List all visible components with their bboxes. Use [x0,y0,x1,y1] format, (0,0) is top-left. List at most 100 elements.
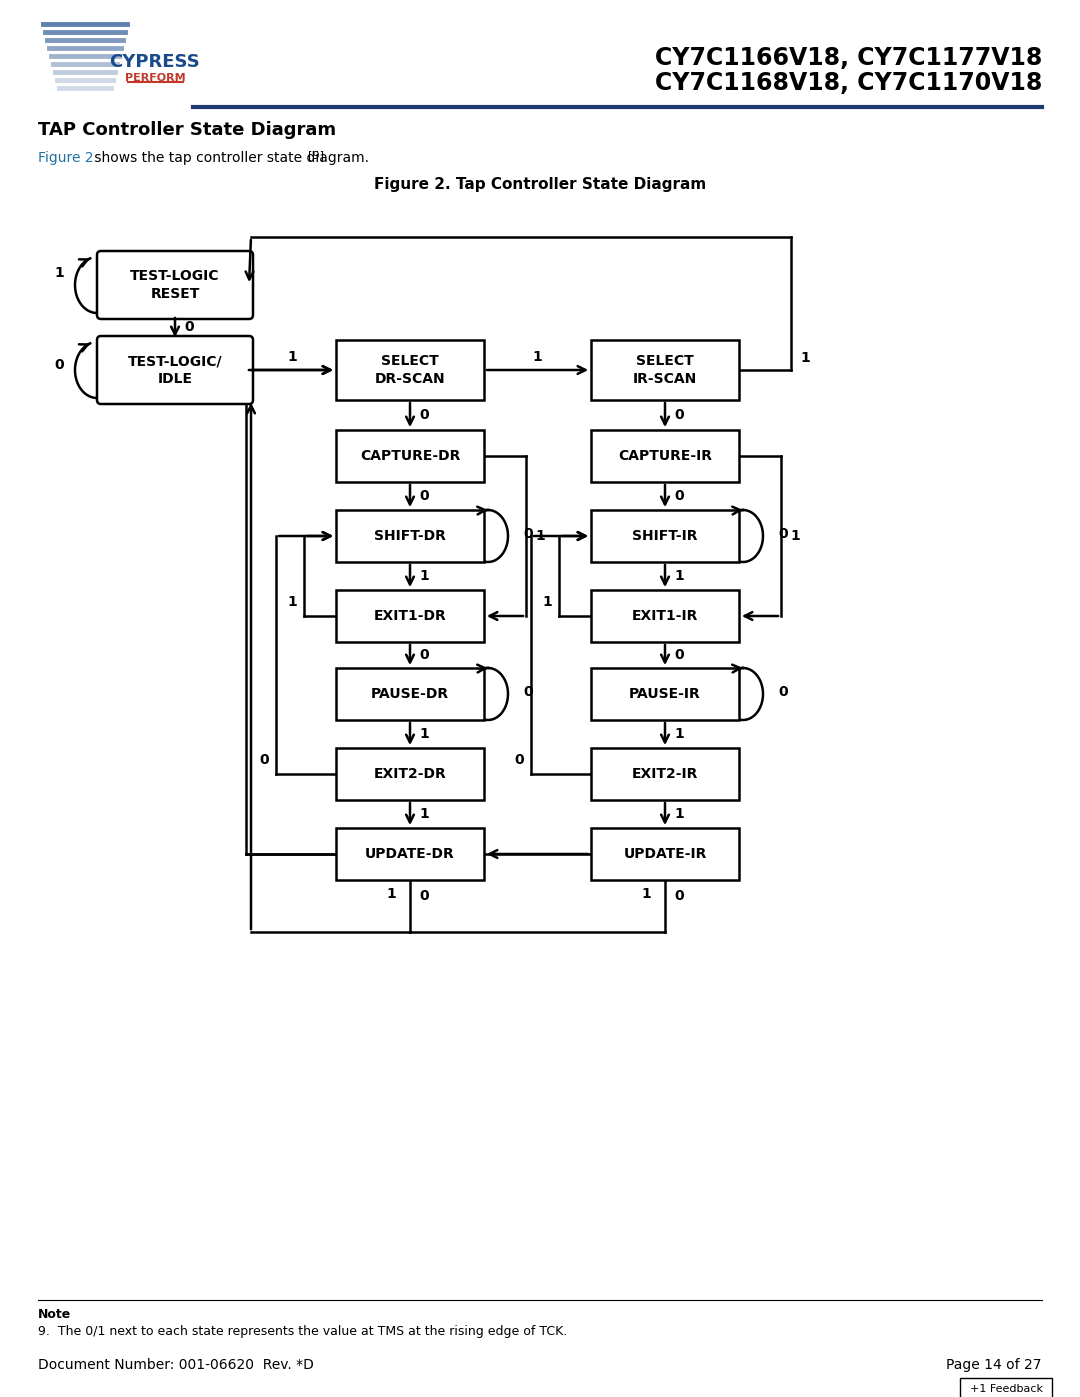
FancyArrowPatch shape [171,317,179,334]
Text: TAP Controller State Diagram: TAP Controller State Diagram [38,122,336,138]
Text: SHIFT-DR: SHIFT-DR [374,529,446,543]
Text: 9.  The 0/1 next to each state represents the value at TMS at the rising edge of: 9. The 0/1 next to each state represents… [38,1326,567,1338]
Bar [336,828,484,880]
Bar [336,339,484,400]
FancyArrowPatch shape [247,405,255,929]
Text: SELECT
IR-SCAN: SELECT IR-SCAN [633,355,697,386]
Bar [591,510,739,562]
Text: 1: 1 [419,807,429,821]
Text: 1: 1 [535,529,545,543]
Text: 1: 1 [387,887,396,901]
FancyArrowPatch shape [245,240,254,279]
Text: 0: 0 [419,408,429,422]
FancyArrowPatch shape [307,532,330,539]
Text: 1: 1 [419,726,429,740]
Bar [336,590,484,643]
FancyArrowPatch shape [406,722,414,742]
Text: Figure 2. Tap Controller State Diagram: Figure 2. Tap Controller State Diagram [374,177,706,193]
Bar [336,430,484,482]
FancyArrowPatch shape [732,507,742,514]
Text: 0: 0 [185,320,193,334]
Text: 0: 0 [779,685,787,698]
Text: shows the tap controller state diagram.: shows the tap controller state diagram. [90,151,369,165]
FancyArrowPatch shape [661,645,669,662]
Text: 1: 1 [674,807,684,821]
Text: 1: 1 [542,595,552,609]
Text: 0: 0 [514,753,524,767]
FancyArrowPatch shape [406,564,414,584]
Text: [9]: [9] [308,149,324,161]
Text: 0: 0 [419,648,429,662]
Text: PERFORM: PERFORM [124,73,186,82]
Text: 0: 0 [674,489,684,503]
Text: SHIFT-IR: SHIFT-IR [632,529,698,543]
Text: EXIT2-IR: EXIT2-IR [632,767,698,781]
FancyArrowPatch shape [279,532,330,539]
Bar [591,828,739,880]
Text: 0: 0 [779,527,787,541]
Text: 1: 1 [287,595,297,609]
Text: 0: 0 [674,648,684,662]
Bar [591,430,739,482]
Text: Figure 2: Figure 2 [38,151,94,165]
FancyArrowPatch shape [477,665,487,672]
Bar [591,747,739,800]
FancyBboxPatch shape [97,337,253,404]
Bar [960,1377,1052,1397]
FancyArrowPatch shape [79,344,89,352]
Text: 1: 1 [54,265,64,279]
Bar [336,668,484,719]
Bar [591,339,739,400]
FancyArrowPatch shape [732,665,742,672]
Text: TEST-LOGIC/
IDLE: TEST-LOGIC/ IDLE [127,355,222,386]
Text: 0: 0 [674,888,684,902]
FancyArrowPatch shape [248,366,330,374]
Text: PAUSE-IR: PAUSE-IR [630,687,701,701]
Text: 0: 0 [419,888,429,902]
Text: UPDATE-IR: UPDATE-IR [623,847,706,861]
Bar [336,510,484,562]
Text: CY7C1168V18, CY7C1170V18: CY7C1168V18, CY7C1170V18 [654,71,1042,95]
Text: 1: 1 [800,351,810,365]
Text: 0: 0 [54,358,64,372]
Text: EXIT2-DR: EXIT2-DR [374,767,446,781]
Text: 1: 1 [674,726,684,740]
Text: 1: 1 [674,569,684,583]
Text: SELECT
DR-SCAN: SELECT DR-SCAN [375,355,445,386]
FancyArrowPatch shape [562,532,585,539]
Text: UPDATE-DR: UPDATE-DR [365,847,455,861]
Text: 0: 0 [523,685,532,698]
Text: CAPTURE-DR: CAPTURE-DR [360,448,460,462]
Text: +1 Feedback: +1 Feedback [970,1384,1042,1394]
Bar [336,747,484,800]
Text: EXIT1-DR: EXIT1-DR [374,609,446,623]
FancyArrowPatch shape [406,485,414,504]
FancyArrowPatch shape [744,612,779,620]
Text: 1: 1 [419,569,429,583]
FancyArrowPatch shape [79,258,89,267]
Text: CAPTURE-IR: CAPTURE-IR [618,448,712,462]
FancyArrowPatch shape [489,851,589,858]
Text: 1: 1 [791,529,800,543]
FancyBboxPatch shape [97,251,253,319]
Text: Document Number: 001-06620  Rev. *D: Document Number: 001-06620 Rev. *D [38,1358,314,1372]
Text: 0: 0 [419,489,429,503]
Text: TEST-LOGIC
RESET: TEST-LOGIC RESET [131,270,219,300]
FancyArrowPatch shape [487,366,585,374]
Text: 1: 1 [532,351,542,365]
Text: Page 14 of 27: Page 14 of 27 [946,1358,1042,1372]
FancyArrowPatch shape [661,803,669,823]
Bar [591,668,739,719]
Text: 0: 0 [523,527,532,541]
FancyArrowPatch shape [406,645,414,662]
FancyArrowPatch shape [489,612,523,620]
Text: 1: 1 [642,887,651,901]
FancyArrowPatch shape [406,803,414,823]
FancyArrowPatch shape [477,507,487,514]
Bar [591,590,739,643]
Text: 0: 0 [674,408,684,422]
Text: PAUSE-DR: PAUSE-DR [370,687,449,701]
FancyArrowPatch shape [534,532,585,539]
Text: 0: 0 [259,753,269,767]
FancyArrowPatch shape [661,564,669,584]
